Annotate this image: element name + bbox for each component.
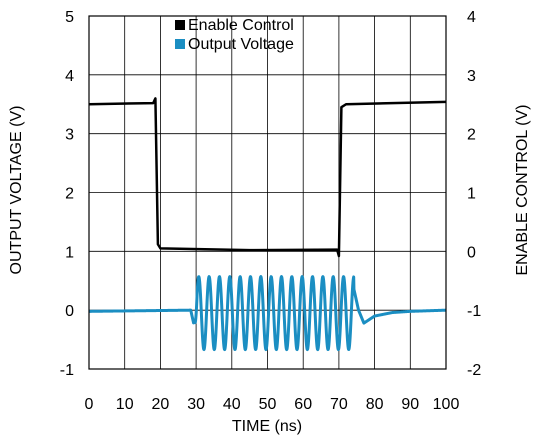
tick-labels: 0 10 20 30 40 50 60 70 80 90 100 -1 0 1 2 3 4 5 -2 -1 0 1 2 3 4 — [60, 9, 482, 413]
right-y-tick-label: 0 — [467, 244, 476, 261]
left-y-tick-label: 4 — [65, 68, 74, 85]
legend-swatch-enable-control — [175, 20, 185, 30]
x-tick-label: 30 — [187, 396, 205, 413]
x-tick-label: 80 — [366, 396, 384, 413]
right-y-tick-label: 2 — [467, 127, 476, 144]
series-line-output-voltage — [87, 275, 448, 352]
plot-frame — [88, 15, 447, 370]
x-tick-label: 10 — [116, 396, 134, 413]
x-tick-label: 0 — [85, 396, 94, 413]
left-y-tick-label: -1 — [60, 362, 74, 379]
right-y-axis-title: ENABLE CONTROL (V) — [514, 105, 531, 276]
series-line-enable-control — [88, 97, 447, 258]
legend-label-output-voltage: Output Voltage — [188, 36, 294, 53]
left-y-tick-label: 3 — [65, 127, 74, 144]
right-y-tick-label: 4 — [467, 9, 476, 26]
legend: Enable Control Output Voltage — [175, 17, 294, 53]
legend-label-enable-control: Enable Control — [188, 17, 294, 34]
x-axis-title: TIME (ns) — [232, 418, 302, 435]
x-tick-label: 40 — [223, 396, 241, 413]
x-tick-label: 100 — [433, 396, 460, 413]
left-y-tick-label: 1 — [65, 244, 74, 261]
x-tick-label: 60 — [294, 396, 312, 413]
left-y-tick-label: 0 — [65, 303, 74, 320]
x-tick-label: 50 — [259, 396, 277, 413]
right-y-tick-label: -1 — [467, 303, 481, 320]
x-tick-label: 70 — [330, 396, 348, 413]
right-y-tick-label: 3 — [467, 68, 476, 85]
x-tick-label: 90 — [401, 396, 419, 413]
right-y-tick-label: -2 — [467, 362, 481, 379]
series-layer — [87, 97, 448, 352]
left-y-axis-title: OUTPUT VOLTAGE (V) — [8, 106, 25, 275]
left-y-tick-label: 5 — [65, 9, 74, 26]
right-y-tick-label: 1 — [467, 186, 476, 203]
x-tick-label: 20 — [152, 396, 170, 413]
legend-swatch-output-voltage — [175, 39, 185, 49]
left-y-tick-label: 2 — [65, 186, 74, 203]
